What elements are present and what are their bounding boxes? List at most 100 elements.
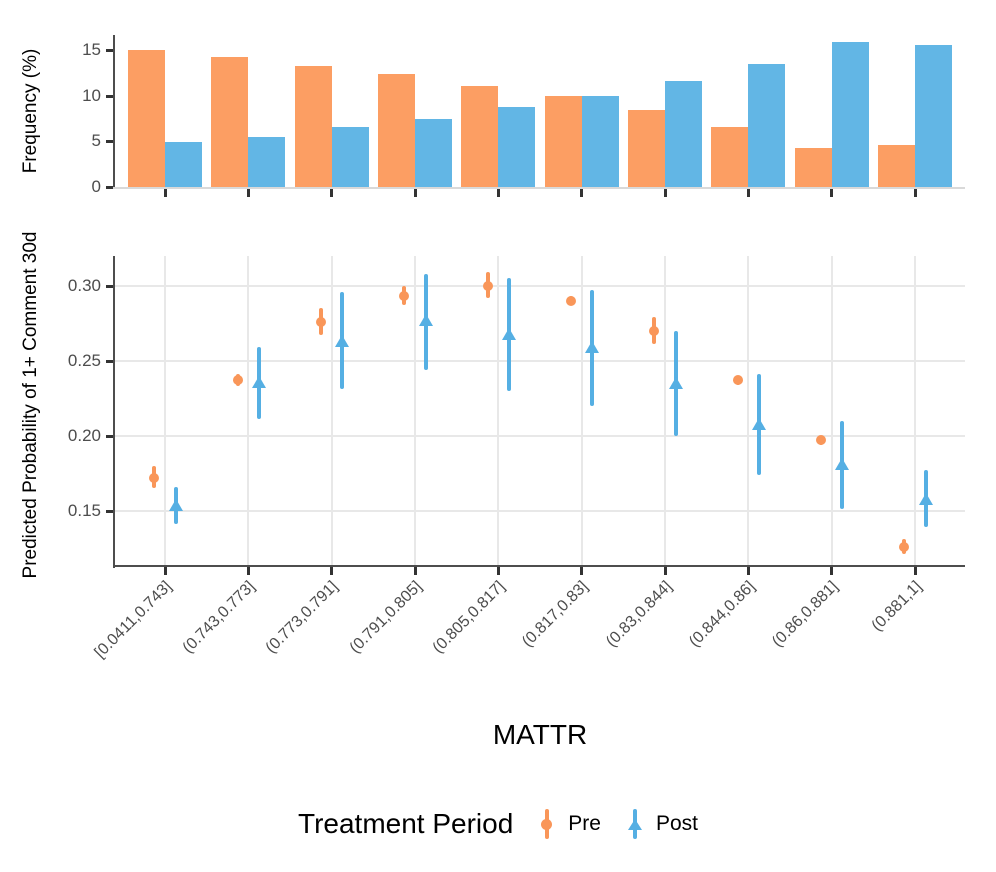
top-x-tick: [580, 189, 584, 197]
v-gridline: [664, 256, 666, 566]
x-tick-label-wrap: (0.83,0.844]: [433, 578, 675, 650]
point-pre: [149, 472, 160, 483]
x-tick-label-wrap: (0.817,0.83]: [350, 578, 591, 650]
v-gridline: [414, 256, 416, 566]
top-y-tick: [106, 186, 113, 189]
x-tick-label: (0.743,0.773]: [179, 578, 259, 657]
legend-title: Treatment Period: [298, 808, 514, 839]
bottom-x-tick: [163, 567, 167, 575]
x-tick-label: (0.817,0.83]: [519, 578, 592, 651]
bottom-y-tick-label: 0.30: [67, 275, 101, 295]
bar-post: [831, 42, 869, 187]
point-post: [168, 498, 183, 511]
point-post: [668, 377, 683, 390]
point-pre: [315, 316, 326, 327]
legend-label-pre: Pre: [568, 812, 601, 835]
x-tick-label-wrap: (0.791,0.805]: [183, 578, 425, 657]
bottom-y-axis-title: Predicted Probability of 1+ Comment 30d: [20, 231, 41, 579]
legend-key-pre: Pre: [539, 808, 601, 840]
top-y-tick: [106, 94, 113, 98]
x-tick-label: (0.773,0.791]: [262, 578, 342, 657]
top-y-axis-line: [113, 35, 115, 189]
x-tick-label: (0.791,0.805]: [346, 578, 426, 657]
bottom-y-tick-label: 0.25: [67, 350, 101, 370]
bar-post: [581, 95, 619, 187]
bar-pre: [378, 74, 415, 187]
v-gridline: [330, 256, 333, 566]
top-y-tick-label: 15: [82, 40, 101, 60]
top-x-tick: [830, 189, 834, 197]
top-y-tick-label: 5: [91, 131, 101, 151]
bottom-y-tick-label: 0.20: [67, 425, 101, 445]
x-tick-label: [0.0411,0.743]: [91, 578, 176, 662]
h-gridline: [115, 509, 965, 512]
bottom-x-tick: [913, 567, 917, 575]
point-pre: [565, 295, 576, 306]
point-pre: [482, 280, 493, 291]
bar-pre: [628, 109, 665, 187]
h-gridline: [115, 284, 965, 287]
v-gridline: [164, 256, 166, 566]
bar-post: [498, 106, 536, 187]
v-gridline: [247, 256, 250, 566]
top-x-tick: [246, 189, 250, 197]
bar-pre: [544, 95, 582, 187]
bottom-x-axis-line: [113, 565, 965, 567]
bottom-panel: [115, 256, 965, 566]
bottom-x-tick: [246, 567, 250, 575]
point-post: [835, 458, 850, 471]
bottom-x-tick: [746, 567, 750, 575]
point-post: [335, 335, 350, 348]
bar-pre: [211, 56, 249, 187]
top-y-axis-title: Frequency (%): [20, 48, 41, 174]
top-x-tick: [663, 189, 667, 197]
point-post: [585, 341, 600, 354]
x-axis-title: MATTR: [492, 719, 588, 750]
bottom-x-tick: [580, 567, 584, 575]
x-tick-label: (0.844,0.86]: [685, 578, 759, 651]
point-pre: [815, 435, 826, 446]
x-tick-label-wrap: [0.0411,0.743]: [0, 578, 175, 662]
legend: Treatment Period Pre Post: [0, 796, 996, 852]
bar-pre: [128, 50, 165, 187]
top-x-tick: [496, 189, 500, 197]
bar-post: [331, 126, 369, 187]
h-gridline: [115, 359, 965, 362]
top-x-tick: [163, 189, 167, 197]
bar-post: [248, 136, 286, 187]
bottom-x-tick: [830, 567, 834, 575]
bottom-y-tick-label: 0.15: [67, 500, 101, 520]
bottom-y-axis-line: [113, 256, 115, 568]
point-pre: [232, 375, 243, 386]
top-x-tick: [913, 189, 917, 197]
top-x-tick: [413, 189, 417, 197]
top-y-tick-label: 10: [82, 85, 101, 105]
bar-pre: [878, 145, 915, 187]
x-tick-label: (0.881,1]: [868, 578, 926, 635]
point-pre: [732, 375, 743, 386]
x-tick-label-wrap: (0.844,0.86]: [516, 578, 758, 650]
post-pointrange-icon: [627, 808, 643, 840]
x-tick-label-wrap: (0.743,0.773]: [16, 578, 259, 657]
bottom-x-tick: [413, 567, 417, 575]
top-x-tick: [746, 189, 750, 197]
bottom-x-tick: [330, 567, 334, 575]
legend-key-post: Post: [627, 808, 698, 840]
point-pre: [899, 541, 910, 552]
top-x-tick: [330, 189, 334, 197]
bar-post: [165, 142, 202, 187]
bottom-x-tick: [663, 567, 667, 575]
bottom-y-tick: [106, 434, 113, 438]
x-tick-label-wrap: (0.805,0.817]: [266, 578, 509, 657]
top-y-tick: [106, 140, 113, 144]
top-x-axis-line: [113, 187, 965, 189]
point-post: [252, 375, 267, 388]
bottom-y-tick: [106, 509, 113, 513]
x-tick-label-wrap: (0.86,0.881]: [600, 578, 841, 650]
x-tick-label: (0.86,0.881]: [769, 578, 842, 651]
bottom-x-tick: [496, 567, 500, 575]
bar-post: [748, 64, 786, 187]
v-gridline: [580, 256, 583, 566]
x-tick-label: (0.805,0.817]: [429, 578, 509, 657]
top-y-tick-label: 0: [91, 177, 101, 196]
